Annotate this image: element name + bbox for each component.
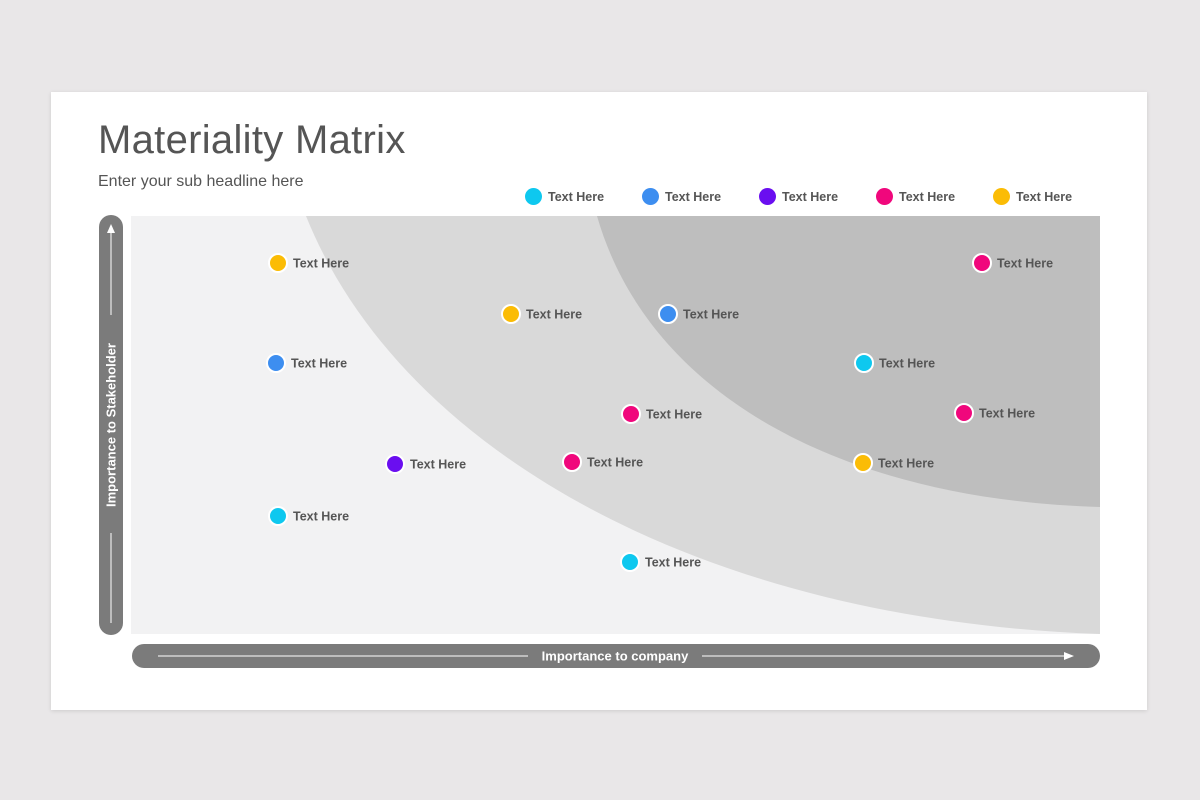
point-marker [268,506,288,526]
matrix-point: Text Here [266,353,347,373]
legend: Text Here Text Here Text Here Text Here … [525,188,1110,205]
point-label: Text Here [878,457,934,471]
point-marker [620,552,640,572]
zone-high [597,216,1100,507]
x-axis-arrow-icon [158,652,1074,660]
matrix-point: Text Here [501,304,582,324]
y-axis-bar [99,215,123,635]
point-label: Text Here [997,257,1053,271]
point-label: Text Here [526,308,582,322]
matrix-point: Text Here [620,552,701,572]
point-label: Text Here [410,458,466,472]
point-marker [562,452,582,472]
matrix-point: Text Here [853,453,934,473]
point-marker [266,353,286,373]
point-marker [954,403,974,423]
legend-dot-icon [993,188,1010,205]
legend-label: Text Here [665,189,722,204]
point-marker [853,453,873,473]
subtitle: Enter your sub headline here [98,173,304,190]
matrix-point: Text Here [562,452,643,472]
y-axis-label: Importance to Stakeholder [103,343,119,507]
legend-label: Text Here [782,189,839,204]
matrix-point: Text Here [268,253,349,273]
point-marker [621,404,641,424]
matrix-point: Text Here [268,506,349,526]
legend-dot-icon [759,188,776,205]
point-label: Text Here [646,408,702,422]
legend-label: Text Here [899,189,956,204]
point-marker [854,353,874,373]
x-axis-bar [132,644,1100,668]
legend-item: Text Here [642,188,759,205]
x-axis-label: Importance to company [541,648,689,664]
point-marker [268,253,288,273]
point-label: Text Here [587,456,643,470]
legend-label: Text Here [548,189,605,204]
point-marker [385,454,405,474]
matrix-point: Text Here [972,253,1053,273]
point-marker [501,304,521,324]
legend-item: Text Here [993,188,1110,205]
legend-dot-icon [642,188,659,205]
legend-item: Text Here [525,188,642,205]
legend-dot-icon [525,188,542,205]
point-label: Text Here [291,357,347,371]
legend-dot-icon [876,188,893,205]
point-label: Text Here [979,407,1035,421]
page-title: Materiality Matrix [98,118,406,162]
matrix-point: Text Here [854,353,935,373]
legend-label: Text Here [1016,189,1073,204]
matrix-point: Text Here [385,454,466,474]
point-label: Text Here [683,308,739,322]
matrix-point: Text Here [954,403,1035,423]
matrix-point: Text Here [621,404,702,424]
point-label: Text Here [293,257,349,271]
y-axis-arrow-icon [107,224,115,623]
point-marker [658,304,678,324]
legend-item: Text Here [759,188,876,205]
point-marker [972,253,992,273]
point-label: Text Here [645,556,701,570]
legend-item: Text Here [876,188,993,205]
point-label: Text Here [879,357,935,371]
point-label: Text Here [293,510,349,524]
matrix-point: Text Here [658,304,739,324]
